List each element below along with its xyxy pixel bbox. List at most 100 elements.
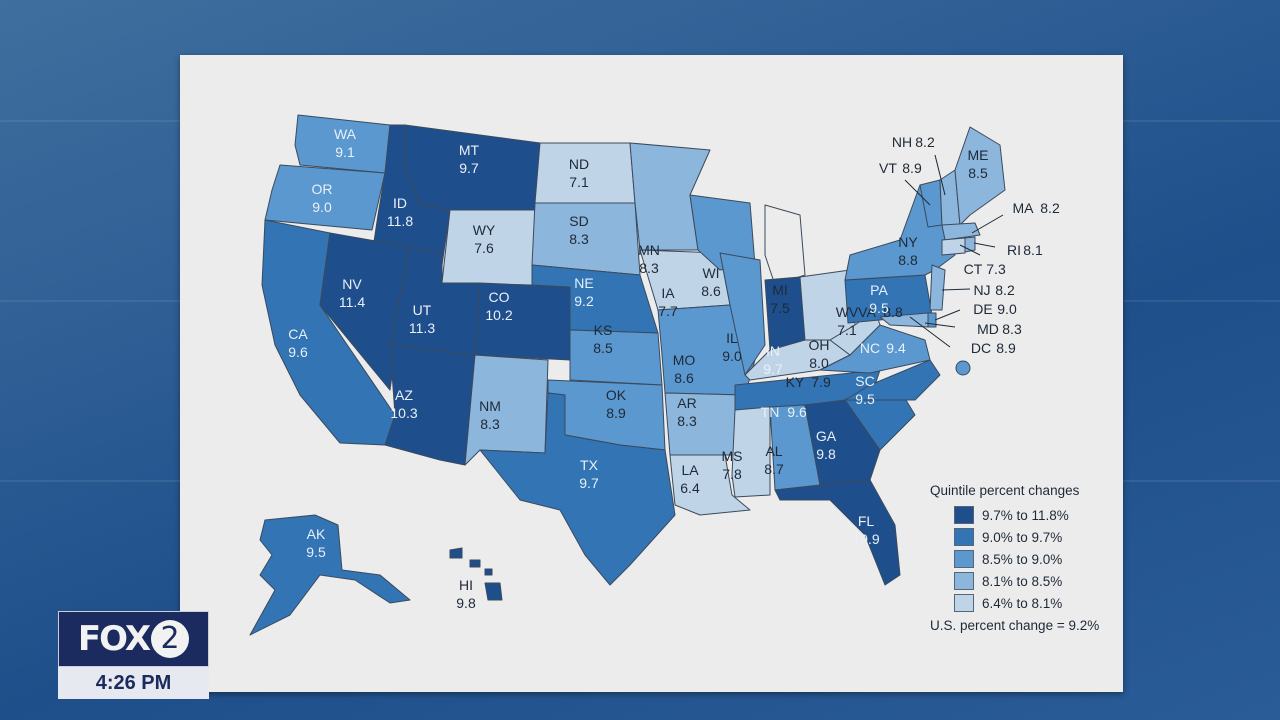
svg-text:CT: CT (964, 261, 983, 277)
svg-text:ME8.5: ME 8.5 (968, 147, 989, 181)
state-AK (249, 514, 411, 636)
svg-text:8.3: 8.3 (1002, 321, 1022, 337)
svg-text:8.2: 8.2 (915, 134, 935, 150)
leader-MA (971, 214, 1004, 234)
svg-text:9.4: 9.4 (886, 340, 906, 356)
svg-text:KS8.5: KS 8.5 (593, 322, 613, 356)
us-choropleth-map: WA 9.1 OR 9.0 CA 9.6 ID 11.8 NV 11.4 MT 9.7 WY… (249, 114, 1060, 636)
svg-text:GA9.8: GA 9.8 (816, 428, 837, 462)
svg-text:CA9.6: CA 9.6 (288, 326, 308, 360)
svg-text:MD: MD (977, 321, 999, 337)
legend-item: 9.0% to 9.7% (954, 526, 1099, 548)
svg-text:WI8.6: WI 8.6 (701, 265, 721, 299)
legend-label: 9.7% to 11.8% (982, 507, 1069, 523)
state-CT (941, 237, 966, 256)
legend-swatch (954, 572, 974, 590)
svg-text:9.0: 9.0 (997, 301, 1017, 317)
legend-item: 8.1% to 8.5% (954, 570, 1099, 592)
svg-text:TX9.7: TX 9.7 (579, 457, 599, 491)
svg-text:NY8.8: NY 8.8 (898, 234, 918, 268)
legend-item: 6.4% to 8.1% (954, 592, 1099, 614)
station-logo: FOX 2 (58, 611, 209, 667)
svg-text:OK8.9: OK 8.9 (606, 387, 627, 421)
state-NM (464, 354, 549, 466)
svg-text:TN: TN (761, 404, 780, 420)
svg-text:ND7.1: ND 7.1 (569, 156, 589, 190)
state-WA (294, 114, 391, 174)
legend-item: 8.5% to 9.0% (954, 548, 1099, 570)
map-card: WA 9.1 OR 9.0 CA 9.6 ID 11.8 NV 11.4 MT 9.7 WY… (180, 55, 1123, 692)
svg-text:HI9.8: HI 9.8 (456, 577, 476, 611)
svg-text:DC: DC (971, 340, 991, 356)
svg-text:7.9: 7.9 (811, 374, 831, 390)
svg-text:SD8.3: SD 8.3 (569, 213, 589, 247)
us-percent-change: U.S. percent change = 9.2% (930, 618, 1100, 633)
station-bug: FOX 2 4:26 PM (58, 611, 209, 699)
svg-text:AK9.5: AK 9.5 (306, 526, 326, 560)
svg-text:8.9: 8.9 (996, 340, 1016, 356)
state-ND (534, 142, 636, 204)
svg-text:7.3: 7.3 (986, 261, 1006, 277)
leader-DE (934, 309, 961, 321)
map-legend: Quintile percent changes 9.7% to 11.8% 9… (930, 483, 1099, 633)
leader-CT (959, 244, 981, 256)
svg-text:8.2: 8.2 (1040, 200, 1060, 216)
station-logo-text: FOX (77, 619, 151, 659)
svg-text:KY: KY (786, 374, 805, 390)
state-MA (941, 222, 981, 241)
state-NJ (929, 264, 946, 311)
legend-label: 6.4% to 8.1% (982, 595, 1063, 611)
svg-text:VA: VA (858, 304, 876, 320)
svg-text:NJ: NJ (973, 282, 990, 298)
svg-text:MI7.5: MI 7.5 (770, 282, 790, 316)
svg-text:8.1: 8.1 (1023, 242, 1043, 258)
svg-text:NC: NC (860, 340, 880, 356)
svg-text:LA6.4: LA 6.4 (680, 462, 700, 496)
svg-text:NH: NH (892, 134, 912, 150)
leader-NH (934, 154, 946, 196)
svg-text:MN8.3: MN 8.3 (638, 242, 660, 276)
legend-label: 8.1% to 8.5% (982, 573, 1063, 589)
svg-text:RI: RI (1007, 242, 1021, 258)
svg-text:IA7.7: IA 7.7 (658, 285, 678, 319)
legend-swatch (954, 550, 974, 568)
svg-text:SC9.5: SC 9.5 (855, 373, 875, 407)
svg-text:MS7.8: MS 7.8 (722, 448, 743, 482)
state-FL (774, 479, 901, 586)
state-TX (479, 392, 676, 586)
svg-text:NE9.2: NE 9.2 (574, 275, 594, 309)
svg-text:MA: MA (1013, 200, 1035, 216)
svg-text:NM8.3: NM 8.3 (479, 398, 501, 432)
svg-text:WA9.1: WA 9.1 (334, 126, 357, 160)
svg-text:IN9.7: IN 9.7 (763, 343, 783, 377)
state-DC-marker (955, 360, 971, 376)
legend-label: 9.0% to 9.7% (982, 529, 1063, 545)
legend-swatch (954, 506, 974, 524)
legend-label: 8.5% to 9.0% (982, 551, 1063, 567)
state-MS (731, 406, 771, 498)
state-LA (669, 454, 751, 516)
legend-item: 9.7% to 11.8% (954, 504, 1099, 526)
svg-text:AR8.3: AR 8.3 (677, 395, 697, 429)
station-number-icon: 2 (151, 620, 190, 658)
svg-text:DE: DE (973, 301, 992, 317)
svg-text:WV7.1: WV 7.1 (836, 304, 859, 338)
legend-title: Quintile percent changes (930, 483, 1080, 498)
leader-VT (904, 179, 931, 206)
svg-text:IL9.0: IL 9.0 (722, 330, 742, 364)
svg-text:VT: VT (879, 160, 897, 176)
svg-text:WY7.6: WY 7.6 (473, 222, 496, 256)
state-KS (569, 329, 663, 386)
state-NV (319, 232, 411, 391)
state-DE (927, 312, 937, 328)
state-HI (449, 547, 503, 601)
legend-swatch (954, 594, 974, 612)
svg-text:OR9.0: OR 9.0 (312, 181, 333, 215)
leader-NJ (941, 288, 971, 291)
